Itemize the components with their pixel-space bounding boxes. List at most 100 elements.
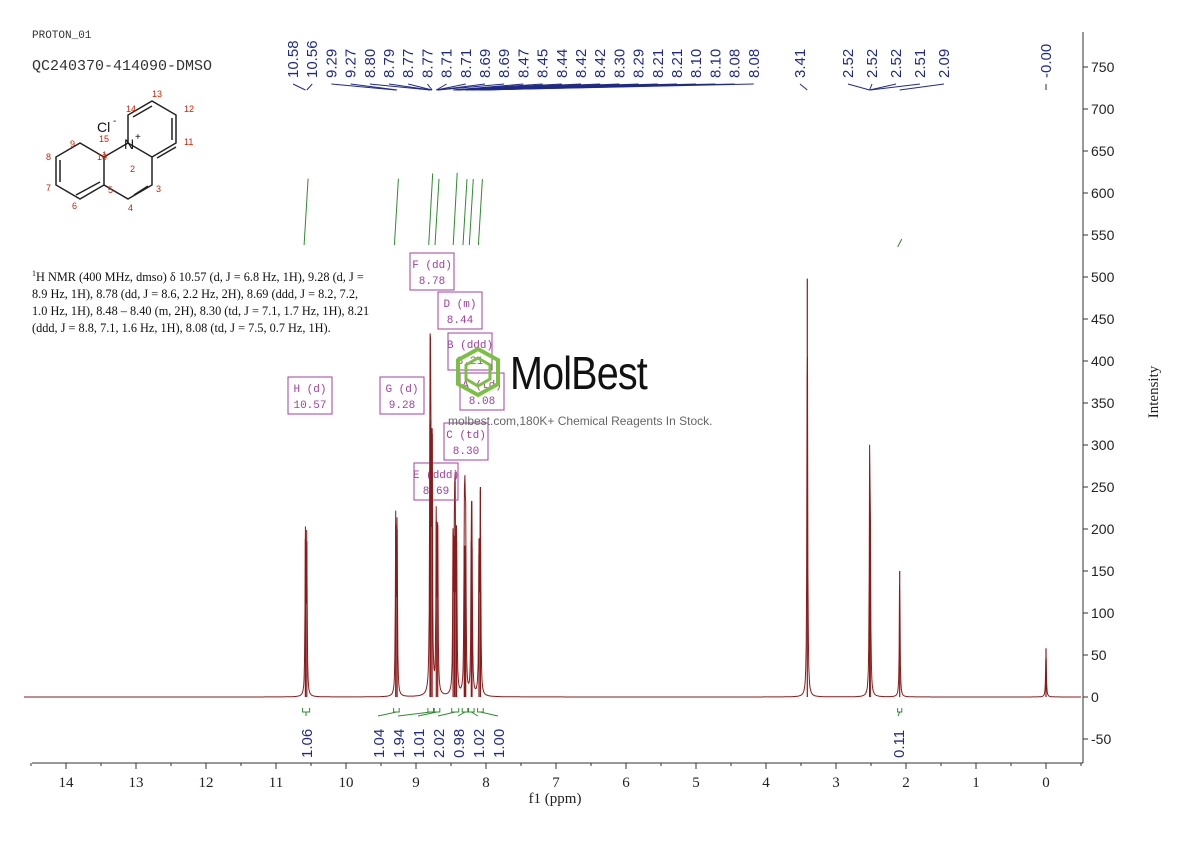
atom-number: 13 xyxy=(152,89,162,99)
atom-number: 15 xyxy=(99,134,109,144)
integral-value: 1.01 xyxy=(411,729,428,758)
x-tick-label: 11 xyxy=(269,775,283,791)
y-tick-label: 700 xyxy=(1091,101,1115,117)
x-tick-label: 4 xyxy=(762,775,770,791)
peak-label-text: 8.29 xyxy=(631,49,648,78)
peak-label: 8.77 xyxy=(419,49,436,91)
y-tick-label: 150 xyxy=(1091,563,1115,579)
peak-label-text: 8.30 xyxy=(611,49,628,78)
sample-name: QC240370-414090-DMSO xyxy=(32,58,213,75)
peak-label-leader xyxy=(869,83,897,91)
multiplet-label: G (d) xyxy=(385,384,418,396)
integral-value: 0.11 xyxy=(891,730,908,758)
y-tick-label: 400 xyxy=(1091,353,1115,369)
y-tick-label: 0 xyxy=(1091,689,1099,705)
x-tick-label: 5 xyxy=(692,775,700,791)
peak-label: -0.00 xyxy=(1038,44,1055,90)
integral-leader xyxy=(480,711,499,717)
multiplet-label: D (m) xyxy=(443,299,476,311)
integral-bracket xyxy=(897,708,903,713)
x-tick-label: 7 xyxy=(552,775,560,791)
atom-number: 8 xyxy=(46,152,51,162)
counter-ion-charge: - xyxy=(113,116,116,127)
y-tick-label: 350 xyxy=(1091,395,1115,411)
multiplet-box-frame xyxy=(287,376,333,415)
peak-label-leader xyxy=(388,83,431,91)
y-tick-label: 50 xyxy=(1091,647,1107,663)
experiment-name: PROTON_01 xyxy=(32,30,92,42)
multiplet-box-frame xyxy=(437,291,483,330)
y-tick-label: 500 xyxy=(1091,269,1115,285)
peak-label-text: 8.69 xyxy=(477,49,494,78)
integral-bracket xyxy=(302,708,311,713)
x-tick-label: 0 xyxy=(1042,775,1050,791)
multiplet-box: H (d) 10.57 xyxy=(287,376,333,415)
peak-label-leader xyxy=(480,83,754,91)
nmr-description-text: H NMR (400 MHz, dmso) δ 10.57 (d, J = 6.… xyxy=(32,270,370,336)
integral-leader xyxy=(457,711,466,717)
integral: 1.00 xyxy=(477,178,508,758)
peak-label-group: 10.58 10.56 9.29 9.27 8.80 8.79 8.77 8.77 8.71 8.… xyxy=(285,40,1055,91)
peak-label-leader xyxy=(436,83,447,91)
peak-label-leader xyxy=(292,83,306,91)
integral-curve xyxy=(897,238,903,248)
multiplet-box-frame xyxy=(447,332,493,371)
x-tick-label: 12 xyxy=(199,775,214,791)
y-tick-label: -50 xyxy=(1091,731,1111,747)
multiplet-box-frame xyxy=(459,372,505,411)
peak-label-leader xyxy=(899,83,945,91)
peak-label-text: 8.77 xyxy=(400,49,417,78)
integral-curve xyxy=(428,173,434,246)
y-tick-label: 550 xyxy=(1091,227,1115,243)
peak-label: 8.71 xyxy=(436,49,475,91)
peak-label: 2.52 xyxy=(840,49,870,91)
peak-label-text: 8.21 xyxy=(650,49,667,78)
peak-label-text: 2.51 xyxy=(912,49,929,78)
y-axis-label: Intensity xyxy=(1146,365,1162,418)
multiplet-shift: 8.78 xyxy=(419,276,445,288)
atom-number: 4 xyxy=(128,203,133,213)
integral-curve xyxy=(477,178,483,246)
integral-bracket xyxy=(451,708,460,713)
peak-label-text: 3.41 xyxy=(792,49,809,78)
x-tick-label: 2 xyxy=(902,775,910,791)
integral: 1.04 xyxy=(371,178,400,758)
y-tick-label: 200 xyxy=(1091,521,1115,537)
peak-label-text: 8.71 xyxy=(458,49,475,78)
integral-leader xyxy=(897,711,901,717)
integral: 1.06 xyxy=(299,178,316,758)
spectrum-trace xyxy=(24,333,1081,698)
y-tick-label: 100 xyxy=(1091,605,1115,621)
integral: 1.02 xyxy=(468,178,488,758)
integral-value: 1.00 xyxy=(491,729,508,758)
peak-label-text: 8.44 xyxy=(554,49,571,78)
x-axis-label: f1 (ppm) xyxy=(529,791,582,807)
peak-label-text: 8.42 xyxy=(592,49,609,78)
watermark-brand: MolBest xyxy=(510,347,648,399)
integral-leader xyxy=(471,711,479,717)
nitrogen-charge: + xyxy=(135,132,141,143)
x-tick-label: 9 xyxy=(412,775,420,791)
multiplet-box-frame xyxy=(409,252,455,291)
peak-label-text: 2.52 xyxy=(888,49,905,78)
peak-label: 8.08 xyxy=(480,49,763,91)
peak-label-text: 8.10 xyxy=(707,49,724,78)
integral-value: 1.06 xyxy=(299,729,316,758)
integral-value: 1.94 xyxy=(391,729,408,758)
multiplet-box-frame xyxy=(443,422,489,461)
integral-value: 1.04 xyxy=(371,729,388,758)
multiplet-box-frame xyxy=(413,462,459,501)
integral-curve xyxy=(462,179,468,246)
multiplet-box-frame xyxy=(379,376,425,415)
peak-label-text: 2.52 xyxy=(840,49,857,78)
multiplet-shift: 10.57 xyxy=(293,400,326,412)
atom-number: 6 xyxy=(72,201,77,211)
peak-label: 8.71 xyxy=(436,49,456,91)
peak-label-leader xyxy=(350,83,398,91)
integral-group: 1.06 1.04 1.94 1.01 2.02 0.98 1.02 1.00 0.11 xyxy=(299,172,908,758)
peak-label-text: 9.27 xyxy=(343,49,360,78)
multiplet-box: D (m) 8.44 xyxy=(437,291,483,330)
axes: 14 13 12 11 10 9 8 7 6 5 4 3 2 1 0-5005010015020025030… xyxy=(30,32,1115,791)
